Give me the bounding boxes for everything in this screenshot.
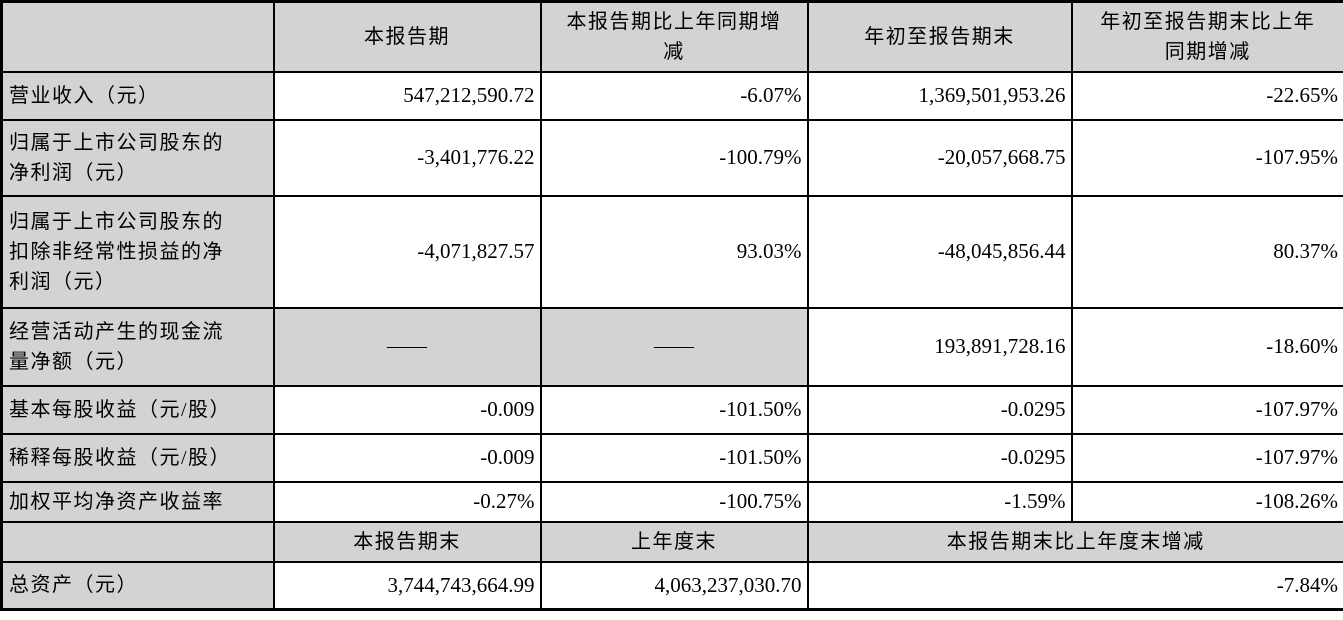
row-label: 归属于上市公司股东的净利润（元） (0, 118, 275, 197)
table-row-weighted-roe: 加权平均净资产收益率 -0.27% -100.75% -1.59% -108.2… (0, 480, 1343, 523)
table-row-operating-cash-flow: 经营活动产生的现金流量净额（元） —— —— 193,891,728.16 -1… (0, 306, 1343, 387)
table-row-total-assets: 总资产（元） 3,744,743,664.99 4,063,237,030.70… (0, 560, 1343, 611)
value-cell: -22.65% (1070, 70, 1343, 121)
value-cell: -100.79% (539, 118, 809, 197)
row-label: 加权平均净资产收益率 (0, 480, 275, 523)
value-cell: -7.84% (806, 560, 1343, 611)
value-cell: -0.009 (272, 432, 542, 483)
value-cell: -107.97% (1070, 384, 1343, 435)
value-cell: -0.27% (272, 480, 542, 523)
value-cell: -0.0295 (806, 432, 1073, 483)
value-cell: 80.37% (1070, 194, 1343, 309)
value-cell: -6.07% (539, 70, 809, 121)
value-cell: -1.59% (806, 480, 1073, 523)
value-cell: 1,369,501,953.26 (806, 70, 1073, 121)
value-cell: -108.26% (1070, 480, 1343, 523)
value-cell: -0.0295 (806, 384, 1073, 435)
col-header-year-to-date: 年初至报告期末 (806, 0, 1073, 73)
value-cell: -20,057,668.75 (806, 118, 1073, 197)
empty-dash-cell: —— (539, 306, 809, 387)
row-label: 基本每股收益（元/股） (0, 384, 275, 435)
value-cell: 93.03% (539, 194, 809, 309)
table-row-net-profit-deducted: 归属于上市公司股东的扣除非经常性损益的净利润（元） -4,071,827.57 … (0, 194, 1343, 309)
col-header-period-end: 本报告期末 (272, 520, 542, 563)
value-cell: -101.50% (539, 384, 809, 435)
value-cell: -101.50% (539, 432, 809, 483)
value-cell: -48,045,856.44 (806, 194, 1073, 309)
value-cell: -3,401,776.22 (272, 118, 542, 197)
table-row-diluted-eps: 稀释每股收益（元/股） -0.009 -101.50% -0.0295 -107… (0, 432, 1343, 483)
corner-cell (0, 0, 275, 73)
row-label: 总资产（元） (0, 560, 275, 611)
value-cell: -107.95% (1070, 118, 1343, 197)
row-label: 归属于上市公司股东的扣除非经常性损益的净利润（元） (0, 194, 275, 309)
value-cell: 4,063,237,030.70 (539, 560, 809, 611)
row-label: 营业收入（元） (0, 70, 275, 121)
col-header-current-period-yoy: 本报告期比上年同期增减 (539, 0, 809, 73)
value-cell: -4,071,827.57 (272, 194, 542, 309)
col-header-year-to-date-yoy: 年初至报告期末比上年同期增减 (1070, 0, 1343, 73)
table-row-basic-eps: 基本每股收益（元/股） -0.009 -101.50% -0.0295 -107… (0, 384, 1343, 435)
row-label: 经营活动产生的现金流量净额（元） (0, 306, 275, 387)
empty-dash-cell: —— (272, 306, 542, 387)
second-header-row: 本报告期末 上年度末 本报告期末比上年度末增减 (0, 520, 1343, 563)
row-label: 稀释每股收益（元/股） (0, 432, 275, 483)
corner-cell (0, 520, 275, 563)
table-row-net-profit: 归属于上市公司股东的净利润（元） -3,401,776.22 -100.79% … (0, 118, 1343, 197)
value-cell: 3,744,743,664.99 (272, 560, 542, 611)
value-cell: 547,212,590.72 (272, 70, 542, 121)
col-header-current-period: 本报告期 (272, 0, 542, 73)
value-cell: -18.60% (1070, 306, 1343, 387)
table-row-revenue: 营业收入（元） 547,212,590.72 -6.07% 1,369,501,… (0, 70, 1343, 121)
header-row: 本报告期 本报告期比上年同期增减 年初至报告期末 年初至报告期末比上年同期增减 (0, 0, 1343, 73)
value-cell: -107.97% (1070, 432, 1343, 483)
value-cell: -0.009 (272, 384, 542, 435)
value-cell: -100.75% (539, 480, 809, 523)
col-header-prior-year-end: 上年度末 (539, 520, 809, 563)
col-header-period-end-change: 本报告期末比上年度末增减 (806, 520, 1343, 563)
value-cell: 193,891,728.16 (806, 306, 1073, 387)
